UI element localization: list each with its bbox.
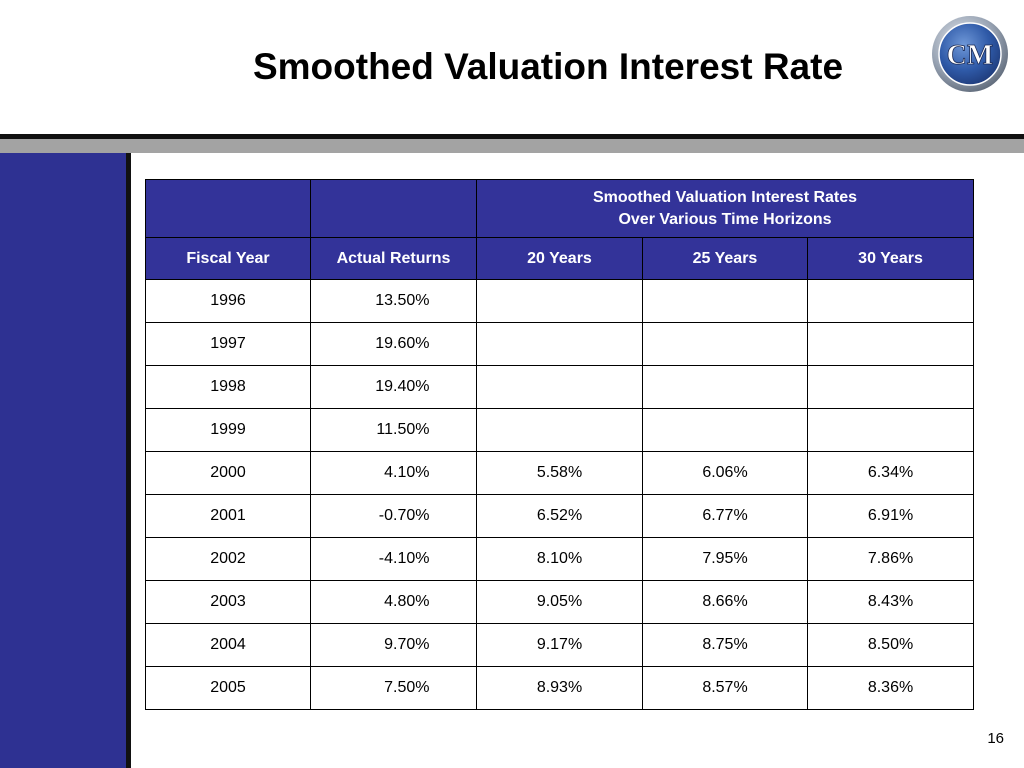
fiscal-year-cell: 2002 [145,537,311,581]
rate-25y-cell [642,408,808,452]
table-row: 1997 19.60% [145,322,975,366]
rate-30y-cell [806,279,975,323]
page-number: 16 [987,730,1004,747]
rate-30y-cell: 6.34% [806,451,975,495]
rate-20y-cell [476,365,643,409]
fiscal-year-cell: 2001 [145,494,311,538]
col-header-20-years: 20 Years [476,237,643,280]
actual-return-value: 4.80% [384,593,430,610]
col-header-30-years: 30 Years [806,237,975,280]
rate-20y-cell: 9.17% [476,623,643,667]
table-body: 1996 13.50% 1997 19.60% 1998 19.40% 1999 11.50%… [145,279,975,710]
rate-25y-cell: 7.95% [642,537,808,581]
blank-header-cell [145,179,311,238]
fiscal-year-cell: 2000 [145,451,311,495]
fiscal-year-cell: 1998 [145,365,311,409]
top-rule [0,134,1024,139]
gray-band [0,139,1024,153]
group-header-line2: Over Various Time Horizons [618,210,832,228]
actual-return-cell: 13.50% [310,279,477,323]
actual-return-value: 4.10% [384,464,430,481]
actual-return-cell: 7.50% [310,666,477,710]
table-row: 2001 -0.70% 6.52% 6.77% 6.91% [145,494,975,538]
fiscal-year-cell: 2005 [145,666,311,710]
table-row: 1996 13.50% [145,279,975,323]
table-row: 1998 19.40% [145,365,975,409]
fiscal-year-cell: 2003 [145,580,311,624]
actual-return-value: 19.60% [375,335,430,352]
rate-30y-cell: 6.91% [806,494,975,538]
actual-return-value: -4.10% [378,550,430,567]
group-header: Smoothed Valuation Interest Rates Over V… [475,179,975,238]
fiscal-year-cell: 1997 [145,322,311,366]
fiscal-year-cell: 1996 [145,279,311,323]
table-row: 2005 7.50% 8.93% 8.57% 8.36% [145,666,975,710]
cm-logo-icon: CM [932,16,1008,92]
actual-return-cell: 4.80% [310,580,477,624]
valuation-rate-table: Smoothed Valuation Interest Rates Over V… [145,179,975,710]
table-group-header-row: Smoothed Valuation Interest Rates Over V… [145,179,975,238]
fiscal-year-cell: 2004 [145,623,311,667]
col-header-fiscal-year: Fiscal Year [145,237,311,280]
rate-25y-cell: 6.77% [642,494,808,538]
rate-30y-cell: 8.43% [806,580,975,624]
rate-25y-cell: 6.06% [642,451,808,495]
rate-30y-cell [806,365,975,409]
rate-20y-cell [476,279,643,323]
fiscal-year-cell: 1999 [145,408,311,452]
actual-return-cell: 11.50% [310,408,477,452]
rate-20y-cell: 5.58% [476,451,643,495]
group-header-line1: Smoothed Valuation Interest Rates [592,188,858,206]
actual-return-cell: 19.60% [310,322,477,366]
rate-25y-cell [642,279,808,323]
actual-return-value: -0.70% [378,507,430,524]
rate-30y-cell [806,322,975,366]
rate-25y-cell [642,322,808,366]
actual-return-cell: -0.70% [310,494,477,538]
rate-25y-cell: 8.57% [642,666,808,710]
rate-30y-cell: 7.86% [806,537,975,581]
actual-return-value: 9.70% [384,636,430,653]
rate-20y-cell: 8.93% [476,666,643,710]
actual-return-cell: 9.70% [310,623,477,667]
rate-20y-cell: 9.05% [476,580,643,624]
table-row: 2002 -4.10% 8.10% 7.95% 7.86% [145,537,975,581]
rate-25y-cell: 8.75% [642,623,808,667]
actual-return-value: 19.40% [375,378,430,395]
rate-20y-cell: 8.10% [476,537,643,581]
rate-30y-cell [806,408,975,452]
rate-30y-cell: 8.36% [806,666,975,710]
logo-text: CM [947,40,994,71]
left-accent-panel [0,153,126,768]
slide-title: Smoothed Valuation Interest Rate [252,46,844,87]
left-panel-edge [126,153,131,768]
table-row: 1999 11.50% [145,408,975,452]
table-row: 2004 9.70% 9.17% 8.75% 8.50% [145,623,975,667]
table-column-header-row: Fiscal Year Actual Returns 20 Years 25 Y… [145,237,975,280]
rate-20y-cell [476,322,643,366]
rate-25y-cell [642,365,808,409]
actual-return-cell: 19.40% [310,365,477,409]
actual-return-value: 11.50% [376,421,430,438]
col-header-actual-returns: Actual Returns [310,237,477,280]
actual-return-cell: 4.10% [310,451,477,495]
blank-header-cell [310,179,477,238]
table-row: 2003 4.80% 9.05% 8.66% 8.43% [145,580,975,624]
rate-25y-cell: 8.66% [642,580,808,624]
actual-return-value: 7.50% [384,679,430,696]
actual-return-cell: -4.10% [310,537,477,581]
col-header-25-years: 25 Years [642,237,808,280]
rate-20y-cell: 6.52% [476,494,643,538]
rate-30y-cell: 8.50% [806,623,975,667]
actual-return-value: 13.50% [375,292,430,309]
table-row: 2000 4.10% 5.58% 6.06% 6.34% [145,451,975,495]
rate-20y-cell [476,408,643,452]
